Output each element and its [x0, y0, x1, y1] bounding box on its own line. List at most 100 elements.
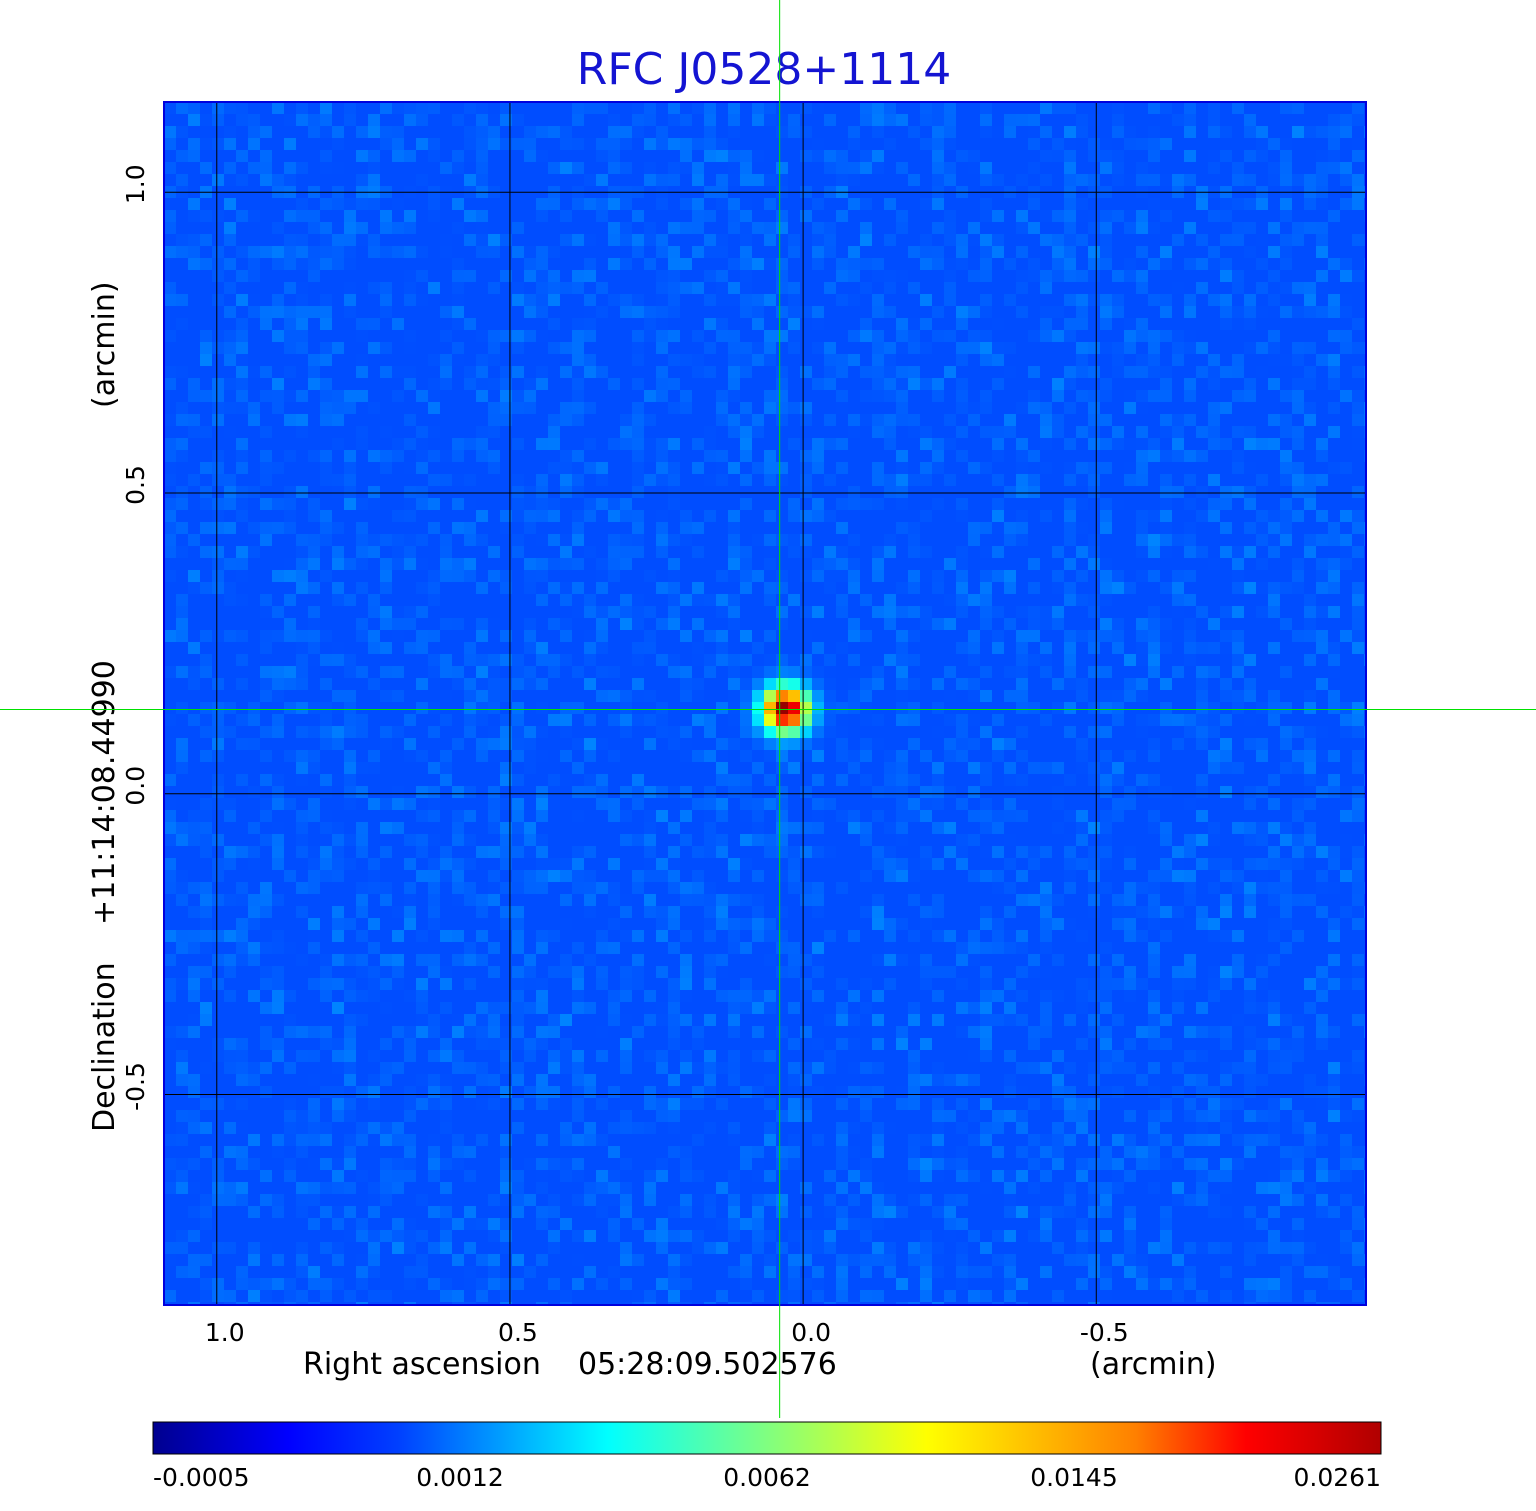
- image-pixel: [1316, 150, 1328, 162]
- image-pixel: [1088, 630, 1100, 642]
- image-pixel: [740, 234, 752, 246]
- image-pixel: [1184, 198, 1196, 210]
- image-pixel: [212, 498, 224, 510]
- image-pixel: [1196, 330, 1208, 342]
- image-pixel: [944, 366, 956, 378]
- image-pixel: [1064, 618, 1076, 630]
- image-pixel: [164, 654, 176, 666]
- image-pixel: [584, 690, 596, 702]
- image-pixel: [1148, 534, 1160, 546]
- image-pixel: [476, 126, 488, 138]
- image-pixel: [1040, 390, 1052, 402]
- image-pixel: [452, 486, 464, 498]
- image-pixel: [1292, 210, 1304, 222]
- image-pixel: [332, 486, 344, 498]
- image-pixel: [1088, 162, 1100, 174]
- image-pixel: [164, 222, 176, 234]
- image-pixel: [1316, 330, 1328, 342]
- image-pixel: [512, 150, 524, 162]
- image-pixel: [968, 414, 980, 426]
- image-pixel: [1304, 354, 1316, 366]
- image-pixel: [908, 102, 920, 114]
- image-pixel: [1220, 378, 1232, 390]
- image-pixel: [260, 594, 272, 606]
- image-pixel: [488, 138, 500, 150]
- image-pixel: [200, 462, 212, 474]
- image-pixel: [1196, 306, 1208, 318]
- image-pixel: [464, 534, 476, 546]
- image-pixel: [224, 402, 236, 414]
- image-pixel: [596, 666, 608, 678]
- image-pixel: [224, 114, 236, 126]
- image-pixel: [428, 270, 440, 282]
- image-pixel: [1340, 486, 1352, 498]
- image-pixel: [1196, 462, 1208, 474]
- image-pixel: [632, 198, 644, 210]
- image-pixel: [944, 378, 956, 390]
- image-pixel: [836, 414, 848, 426]
- image-pixel: [752, 330, 764, 342]
- image-pixel: [1280, 522, 1292, 534]
- image-pixel: [680, 666, 692, 678]
- image-pixel: [680, 690, 692, 702]
- image-pixel: [332, 642, 344, 654]
- image-pixel: [632, 498, 644, 510]
- image-pixel: [1208, 642, 1220, 654]
- image-pixel: [512, 522, 524, 534]
- image-pixel: [368, 426, 380, 438]
- image-pixel: [1016, 222, 1028, 234]
- image-pixel: [536, 498, 548, 510]
- image-pixel: [800, 234, 812, 246]
- image-pixel: [1076, 342, 1088, 354]
- image-pixel: [464, 546, 476, 558]
- image-pixel: [644, 294, 656, 306]
- image-pixel: [1244, 438, 1256, 450]
- image-pixel: [200, 534, 212, 546]
- image-pixel: [560, 498, 572, 510]
- image-pixel: [176, 666, 188, 678]
- image-pixel: [452, 582, 464, 594]
- image-pixel: [176, 414, 188, 426]
- image-pixel: [344, 246, 356, 258]
- image-pixel: [536, 270, 548, 282]
- image-pixel: [1316, 582, 1328, 594]
- image-pixel: [1328, 558, 1340, 570]
- image-pixel: [308, 138, 320, 150]
- image-pixel: [1064, 174, 1076, 186]
- image-pixel: [1292, 414, 1304, 426]
- image-pixel: [644, 606, 656, 618]
- image-pixel: [224, 534, 236, 546]
- image-pixel: [1220, 474, 1232, 486]
- image-pixel: [188, 630, 200, 642]
- image-pixel: [788, 666, 800, 678]
- image-pixel: [1244, 558, 1256, 570]
- image-pixel: [1016, 150, 1028, 162]
- image-pixel: [524, 498, 536, 510]
- image-pixel: [308, 462, 320, 474]
- image-pixel: [944, 354, 956, 366]
- image-pixel: [164, 258, 176, 270]
- image-pixel: [1256, 534, 1268, 546]
- image-pixel: [404, 510, 416, 522]
- image-pixel: [620, 210, 632, 222]
- image-pixel: [1052, 510, 1064, 522]
- image-pixel: [236, 594, 248, 606]
- image-pixel: [932, 666, 944, 678]
- image-pixel: [764, 294, 776, 306]
- image-pixel: [740, 366, 752, 378]
- image-pixel: [1304, 678, 1316, 690]
- image-pixel: [836, 522, 848, 534]
- image-pixel: [692, 246, 704, 258]
- image-pixel: [692, 114, 704, 126]
- image-pixel: [968, 222, 980, 234]
- image-pixel: [872, 258, 884, 270]
- image-pixel: [212, 534, 224, 546]
- image-pixel: [380, 102, 392, 114]
- image-pixel: [848, 114, 860, 126]
- image-pixel: [356, 642, 368, 654]
- image-pixel: [1124, 246, 1136, 258]
- image-pixel: [1100, 486, 1112, 498]
- image-pixel: [668, 282, 680, 294]
- image-pixel: [812, 210, 824, 222]
- image-pixel: [776, 654, 788, 666]
